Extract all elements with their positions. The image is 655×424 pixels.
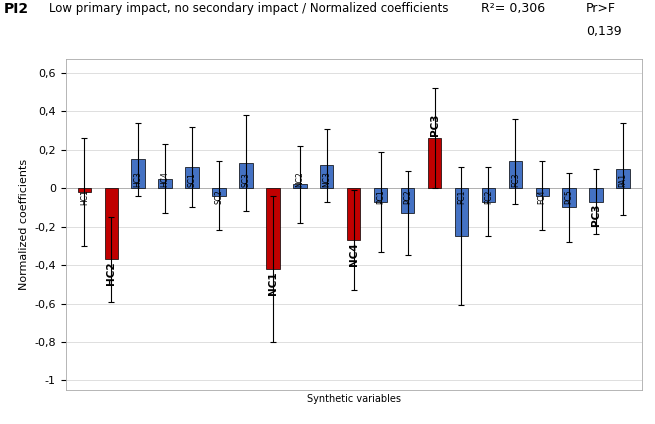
Text: NC1: NC1 [268,271,278,295]
Bar [159,179,172,188]
Text: SC2: SC2 [215,189,223,204]
Text: NC4: NC4 [348,243,359,266]
Text: HC2: HC2 [106,262,117,285]
Bar [105,188,118,259]
Text: HC1: HC1 [80,189,89,205]
Text: PC3: PC3 [430,113,440,136]
Bar [212,188,226,196]
Y-axis label: Normalized coefficients: Normalized coefficients [18,159,29,290]
Bar [374,188,387,202]
Bar [266,188,280,269]
Text: NC2: NC2 [295,171,305,187]
Text: FC4: FC4 [538,189,547,204]
Bar [347,188,360,240]
Text: 0,139: 0,139 [586,25,622,39]
Bar [428,138,441,188]
Bar [132,159,145,188]
Text: PC2: PC2 [403,189,412,204]
Text: R²= 0,306: R²= 0,306 [481,2,546,15]
Text: HC3: HC3 [134,171,143,187]
Text: PC3: PC3 [591,204,601,226]
Bar [536,188,549,196]
Text: PI2: PI2 [3,2,28,16]
Text: HC4: HC4 [160,171,170,187]
Text: PC1: PC1 [376,189,385,204]
Bar [401,188,415,213]
Bar [481,188,495,202]
Bar [185,167,199,188]
X-axis label: Synthetic variables: Synthetic variables [307,394,401,404]
Bar [78,188,91,192]
Text: Low primary impact, no secondary impact / Normalized coefficients: Low primary impact, no secondary impact … [49,2,449,15]
Bar [320,165,333,188]
Bar [455,188,468,236]
Text: SC3: SC3 [242,172,250,187]
Text: PC5: PC5 [565,189,574,204]
Bar [616,169,629,188]
Bar [590,188,603,202]
Text: NC3: NC3 [322,171,331,187]
Text: Pr>F: Pr>F [586,2,616,15]
Bar [563,188,576,207]
Bar [239,163,253,188]
Text: FC2: FC2 [484,189,493,204]
Text: PA1: PA1 [618,173,627,187]
Text: FC3: FC3 [511,173,520,187]
Bar [508,161,522,188]
Text: SC1: SC1 [187,173,196,187]
Bar [293,184,307,188]
Text: FC1: FC1 [457,189,466,204]
